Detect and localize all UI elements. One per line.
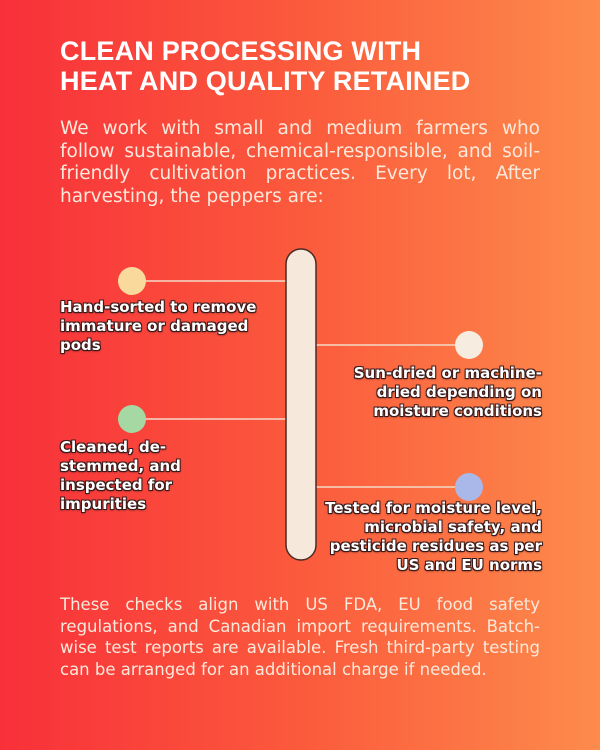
title-line: HEAT AND QUALITY RETAINED	[60, 66, 471, 96]
intro-paragraph: We work with small and medium farmers wh…	[60, 118, 540, 207]
title: CLEAN PROCESSING WITH HEAT AND QUALITY R…	[60, 36, 560, 96]
closing-paragraph: These checks align with US FDA, EU food …	[60, 595, 540, 679]
step-dot	[455, 473, 483, 501]
step-dot	[118, 267, 146, 295]
step-label: Cleaned, de-stemmed, and inspected for i…	[60, 438, 181, 513]
step-dot	[118, 405, 146, 433]
timeline-bar	[285, 248, 317, 561]
step-label: Tested for moisture level, microbial saf…	[325, 499, 542, 574]
step-label: Sun-dried or machine-dried depending on …	[353, 364, 542, 420]
step-dot	[455, 331, 483, 359]
step-label: Hand-sorted to remove immature or damage…	[60, 298, 257, 354]
title-line: CLEAN PROCESSING WITH	[60, 36, 422, 66]
